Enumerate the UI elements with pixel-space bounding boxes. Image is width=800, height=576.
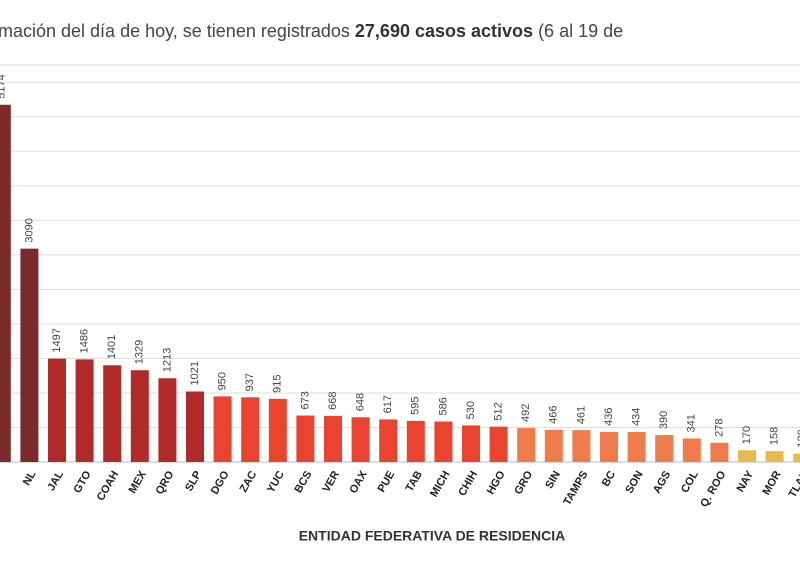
value-label: 950: [217, 372, 229, 390]
x-tick-label: SON: [623, 469, 645, 496]
value-label: 668: [327, 392, 339, 410]
x-tick-label: PUE: [376, 469, 398, 495]
bar: [186, 391, 204, 462]
value-label: 1401: [106, 335, 118, 359]
bar: [324, 415, 342, 462]
x-tick-label: Q. ROO: [698, 469, 728, 510]
value-label: 170: [741, 426, 753, 444]
x-tick-label: VER: [320, 469, 342, 495]
x-tick-label: QRO: [154, 469, 177, 497]
x-axis-label: ENTIDAD FEDERATIVA DE RESIDENCIA: [299, 528, 566, 544]
bar: [544, 429, 563, 462]
bar: [765, 451, 784, 462]
x-tick-label: NAY: [735, 468, 757, 494]
x-tick-label: NL: [21, 469, 39, 488]
x-tick-label: TAMPS: [561, 469, 590, 508]
x-tick-label: GRO: [512, 469, 535, 497]
title-part: 27,690 casos activos: [355, 21, 533, 41]
x-tick-label: ZAC: [238, 469, 260, 495]
title-part: (6 al 19 de: [538, 21, 623, 41]
value-label: 1497: [51, 328, 63, 352]
x-tick-label: COL: [679, 469, 701, 495]
value-label: 466: [548, 405, 560, 423]
x-tick-label: MICH: [428, 469, 452, 499]
chart-title: mación del día de hoy, se tienen registr…: [0, 21, 623, 41]
bar: [406, 420, 425, 462]
value-label: 530: [465, 401, 477, 419]
x-tick-label: MEX: [127, 468, 150, 495]
bar: [268, 398, 287, 462]
value-label: 1329: [134, 340, 146, 364]
x-tick-label: BCS: [293, 469, 315, 495]
bar: [462, 425, 480, 462]
value-label: 5174: [0, 74, 8, 98]
bar: [434, 421, 453, 462]
x-tick-label: HGO: [485, 469, 508, 497]
x-tick-label: AGS: [651, 469, 673, 496]
bar: [75, 359, 94, 462]
bar: [351, 417, 370, 462]
bar: [20, 248, 39, 462]
bar: [241, 397, 260, 462]
value-label: 617: [382, 395, 394, 413]
x-tick-label: CHIH: [456, 469, 480, 498]
bar: [213, 396, 232, 462]
value-label: 3090: [23, 218, 35, 242]
value-label: 436: [603, 408, 615, 426]
bar: [0, 104, 11, 462]
bar: [130, 370, 149, 462]
bar: [103, 365, 122, 462]
bar: [517, 428, 536, 462]
x-tick-label: MOR: [760, 469, 783, 497]
value-label: 915: [272, 374, 284, 392]
value-label: 586: [437, 397, 449, 415]
value-label: 390: [658, 411, 670, 429]
bar: [738, 450, 756, 462]
bar: [655, 435, 674, 462]
bar: [48, 358, 66, 462]
value-label: 158: [769, 427, 781, 445]
bar: [379, 419, 398, 462]
value-label: 341: [686, 414, 698, 432]
x-tick-label: TAB: [404, 469, 425, 494]
value-label: 595: [410, 397, 422, 415]
bar: [572, 430, 591, 462]
value-label: 278: [713, 418, 725, 436]
bar: [627, 432, 646, 462]
bar: [710, 442, 729, 462]
bar: [158, 378, 177, 462]
bar: [296, 415, 315, 462]
value-label: 1213: [161, 348, 173, 372]
value-label: 1021: [189, 361, 201, 385]
value-label: 648: [355, 393, 367, 411]
x-tick-label: YUC: [265, 469, 287, 495]
bar: [600, 431, 618, 462]
value-label: 461: [575, 406, 587, 424]
value-label: 120: [796, 429, 800, 447]
x-tick-label: SIN: [543, 469, 563, 491]
x-tick-label: BC: [600, 469, 618, 489]
x-tick-label: JAL: [45, 469, 66, 493]
value-label: 673: [299, 391, 311, 409]
value-label: 1486: [79, 329, 91, 353]
value-label: 434: [631, 408, 643, 426]
x-tick-label: GTO: [72, 469, 94, 496]
x-tick-label: DGO: [209, 469, 232, 497]
value-label: 512: [493, 402, 505, 420]
value-label: 937: [244, 373, 256, 391]
value-label: 492: [520, 404, 532, 422]
bar: [682, 438, 701, 462]
x-tick-label: SLP: [183, 469, 204, 494]
title-part: mación del día de hoy, se tienen registr…: [0, 21, 350, 41]
x-tick-label: TLAX: [787, 468, 800, 499]
x-tick-label: COAH: [95, 469, 122, 503]
x-tick-label: OAX: [347, 468, 370, 495]
bar: [489, 426, 508, 462]
bar: [793, 453, 800, 462]
